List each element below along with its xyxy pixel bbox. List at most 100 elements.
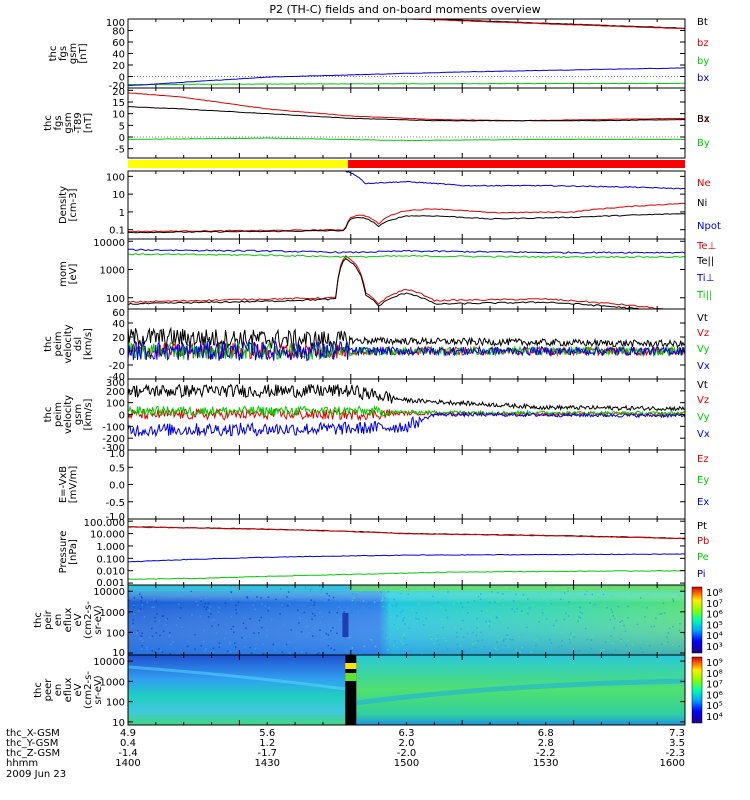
footer-value: -2.0	[397, 748, 417, 759]
y-axis-label-line: peir	[43, 609, 54, 629]
legend-label: Vx	[697, 361, 710, 372]
colorbar-tick-label: 10⁵	[706, 620, 723, 631]
colorbar-tick-label: 10⁴	[706, 631, 723, 642]
footer-value: 1430	[255, 758, 280, 769]
y-axis-label-line: thc	[33, 682, 44, 698]
y-tick-label: 1.0	[109, 449, 125, 460]
series-line-te||	[128, 257, 648, 309]
series-line-pe	[128, 569, 685, 580]
plot-frame	[127, 238, 686, 310]
y-tick-label: 0.100	[96, 554, 125, 565]
legend: Te⊥ Te|| Ti⊥ Ti||	[696, 241, 716, 301]
series-line-ti||	[128, 252, 685, 259]
series-line-ti⊥	[128, 248, 685, 254]
colorbar-tick-label: 10⁹	[706, 658, 723, 669]
legend-label: Vt	[697, 380, 708, 391]
legend-label: Ex	[697, 497, 709, 508]
footer-row-label: thc_Z-GSM	[6, 748, 60, 759]
legend: Bt bz by bx	[697, 17, 709, 84]
y-axis-label: Density [cm-3]	[58, 186, 79, 224]
y-axis-label-line: [nPa]	[68, 539, 79, 565]
y-axis-label-line: Density	[58, 186, 69, 224]
legend-label: bz	[697, 38, 709, 49]
footer-value: 6.8	[538, 728, 554, 739]
y-tick-label: 100	[106, 172, 125, 183]
y-axis-label-line: gsm	[68, 43, 79, 64]
y-tick-label: 1000	[100, 608, 125, 619]
series-line-vy	[128, 404, 685, 418]
legend-label: Vx	[697, 429, 710, 440]
legend-label: Ez	[697, 454, 709, 465]
legend-label: Vz	[697, 395, 709, 406]
y-axis-label-line: eflux	[63, 678, 74, 703]
y-axis-label-line: fgs	[53, 115, 64, 130]
y-tick-label: 1000	[100, 265, 125, 276]
y-axis-label-line: velocity	[63, 324, 74, 363]
legend: Pt Pb Pe Pi	[697, 521, 709, 580]
y-tick-label: 300	[106, 378, 125, 389]
y-axis-label-line: peim	[53, 331, 64, 356]
footer-value: 1400	[115, 758, 140, 769]
footer-value: 0.4	[120, 738, 136, 749]
y-tick-label: 10	[112, 648, 125, 659]
y-tick-label: 5	[119, 121, 125, 132]
y-tick-label: 0.1	[109, 226, 125, 237]
y-tick-label: 60	[112, 308, 125, 319]
legend-label: Bt	[697, 17, 708, 28]
y-axis-label: thc peir en eflux eV (cm2-s-sr-eV)	[33, 601, 104, 639]
y-tick-label: 10	[112, 190, 125, 201]
y-axis-label-line: thc	[43, 336, 54, 352]
y-tick-label: 100	[106, 628, 125, 639]
y-axis-label-line: sr-eV)	[93, 675, 104, 704]
y-tick-label: 10.000	[90, 530, 125, 541]
y-tick-label: 40	[112, 319, 125, 330]
colorbar-tick-label: 10⁷	[706, 680, 723, 691]
footer-value: -2.3	[665, 748, 685, 759]
footer-value: 2.0	[399, 738, 415, 749]
plot-frame	[127, 87, 686, 159]
y-tick-label: 1.000	[96, 542, 125, 553]
y-tick-label: 80	[112, 27, 125, 38]
y-axis-label-line: E=-VxB	[58, 466, 69, 503]
y-axis-label-line: dsl	[73, 337, 84, 351]
y-tick-label: 0	[119, 411, 125, 422]
colorbar-tick-label: 10⁴	[706, 712, 723, 723]
footer-value: 7.3	[669, 728, 685, 739]
y-axis-label-line: gsm	[73, 404, 84, 425]
y-tick-label: 200	[106, 387, 125, 398]
y-axis-label-line: [km/s]	[83, 398, 94, 430]
y-axis-label-line: Pressure	[58, 531, 69, 574]
y-axis-label-line: thc	[43, 407, 54, 423]
legend-label: Ne	[697, 178, 711, 189]
y-axis-label-line: en	[53, 684, 64, 697]
colorbar-tick-label: 10⁶	[706, 690, 723, 701]
colorbar-tick-label: 10⁷	[706, 599, 723, 610]
y-tick-label: 15	[112, 98, 125, 109]
legend-label: Vt	[697, 313, 708, 324]
spectrogram-electron	[128, 655, 685, 725]
footer-value: 1600	[660, 758, 685, 769]
y-tick-label: -200	[102, 434, 125, 445]
y-tick-label: -1.0	[105, 512, 125, 523]
y-axis-label: E=-VxB [mV/m]	[58, 466, 79, 504]
footer-value: 1.2	[259, 738, 275, 749]
legend-label: Vy	[697, 412, 710, 423]
series-line-pi	[128, 553, 685, 563]
y-axis-label: thc fgs gsm -T89 [nT]	[43, 112, 94, 134]
footer-value: 6.3	[399, 728, 415, 739]
y-tick-label: 60	[112, 38, 125, 49]
y-tick-label: 10000	[93, 657, 125, 668]
footer-date: 2009 Jun 23	[6, 769, 66, 780]
y-tick-label: -40	[109, 372, 125, 383]
series-line-vx	[128, 411, 685, 438]
y-axis-label-line: -T89	[73, 112, 84, 134]
legend-label: Ti||	[696, 290, 712, 301]
footer-row-label: hhmm	[6, 758, 38, 769]
